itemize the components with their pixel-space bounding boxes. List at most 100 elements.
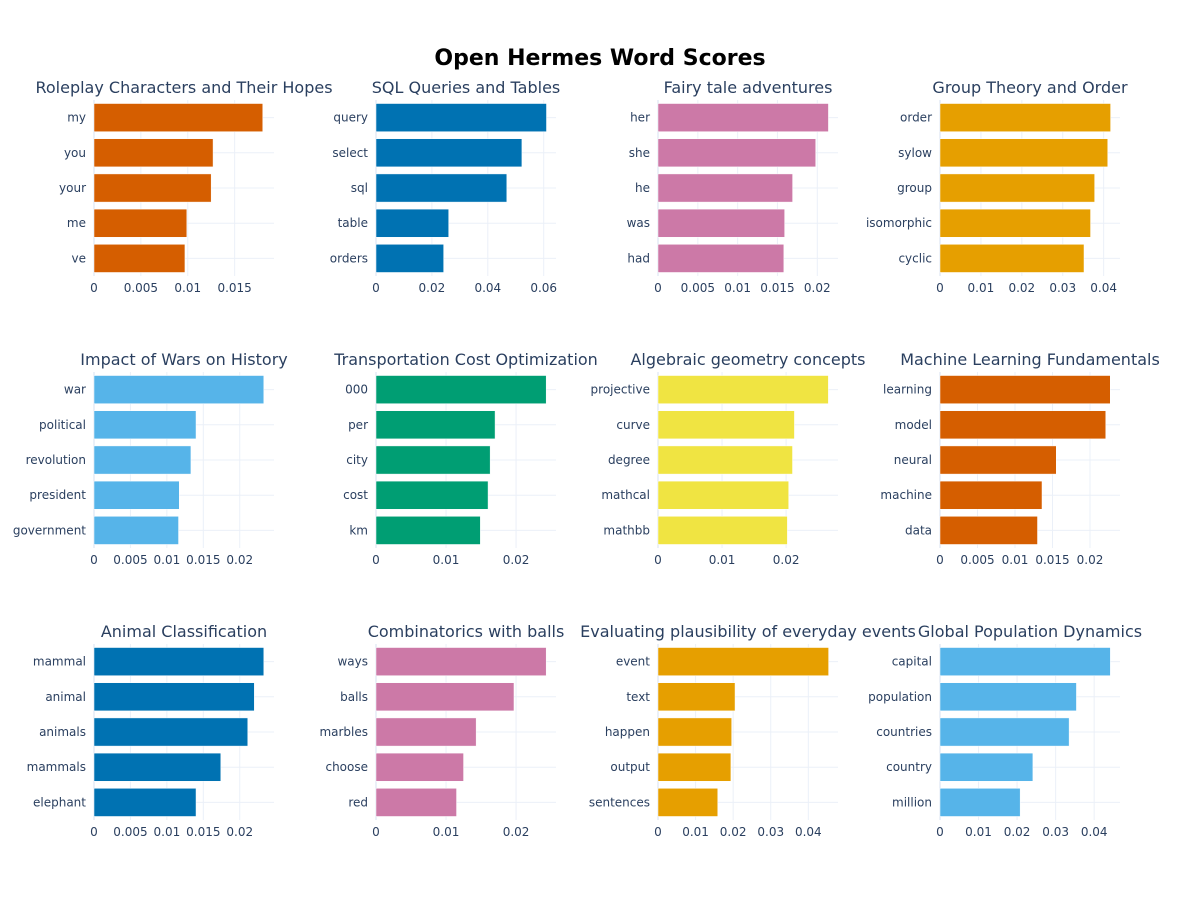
x-tick-label: 0.02: [1004, 825, 1031, 839]
y-tick-label: machine: [880, 488, 932, 502]
y-tick-label: table: [338, 216, 368, 230]
x-tick-label: 0.01: [154, 825, 181, 839]
x-tick-label: 0: [936, 281, 944, 295]
x-tick-label: 0: [654, 553, 662, 567]
y-tick-label: president: [29, 488, 86, 502]
y-tick-label: your: [59, 181, 86, 195]
y-tick-label: cyclic: [898, 251, 932, 265]
x-tick-label: 0.02: [226, 825, 253, 839]
x-tick-label: 0.01: [724, 281, 751, 295]
subplot-11: event text happen output sentences 0 0.01 0.02 0…: [580, 622, 916, 839]
bar: [93, 244, 186, 273]
bar: [939, 244, 1085, 273]
x-tick-label: 0.01: [174, 281, 201, 295]
y-tick-label: million: [892, 795, 932, 809]
x-tick-label: 0.015: [760, 281, 794, 295]
y-tick-label: km: [349, 523, 368, 537]
x-tick-label: 0: [654, 825, 662, 839]
x-tick-label: 0.03: [1049, 281, 1076, 295]
bar: [939, 138, 1108, 168]
bar: [375, 788, 457, 817]
subplot-9: mammal animal animals mammals elephant 0 0.005…: [27, 622, 274, 839]
x-tick-label: 0.02: [1077, 553, 1104, 567]
bar: [939, 208, 1091, 238]
y-tick-label: choose: [325, 760, 368, 774]
subplot-title: Evaluating plausibility of everyday even…: [580, 622, 916, 641]
x-tick-label: 0.015: [217, 281, 251, 295]
bar: [93, 788, 197, 817]
y-tick-label: event: [616, 655, 650, 669]
bar: [657, 516, 788, 545]
bar: [375, 410, 496, 440]
bar: [939, 445, 1057, 475]
y-tick-label: country: [886, 760, 932, 774]
y-tick-label: curve: [616, 418, 650, 432]
y-tick-label: order: [900, 111, 932, 125]
bar: [657, 410, 795, 440]
y-tick-label: countries: [876, 725, 932, 739]
y-tick-label: had: [627, 251, 650, 265]
bar: [93, 173, 212, 203]
y-tick-label: ve: [72, 251, 86, 265]
bar: [375, 682, 515, 712]
x-tick-label: 0.02: [720, 825, 747, 839]
x-tick-label: 0: [90, 553, 98, 567]
y-tick-label: isomorphic: [866, 216, 932, 230]
subplot-title: Fairy tale adventures: [664, 78, 833, 97]
x-tick-label: 0: [936, 825, 944, 839]
x-tick-label: 0.02: [804, 281, 831, 295]
bar: [657, 173, 793, 203]
bar: [93, 647, 265, 676]
y-tick-label: my: [67, 111, 86, 125]
x-tick-label: 0.02: [773, 553, 800, 567]
y-tick-label: degree: [608, 453, 650, 467]
y-tick-label: per: [348, 418, 368, 432]
bar: [657, 375, 829, 404]
bar: [657, 788, 718, 817]
x-tick-label: 0.005: [124, 281, 158, 295]
bar: [93, 410, 197, 440]
figure-title: Open Hermes Word Scores: [434, 46, 765, 71]
x-tick-label: 0: [90, 825, 98, 839]
y-tick-label: he: [635, 181, 650, 195]
x-tick-label: 0.02: [503, 553, 530, 567]
bar: [375, 752, 464, 782]
bar: [93, 445, 192, 475]
y-tick-label: war: [64, 383, 86, 397]
x-tick-label: 0.02: [419, 281, 446, 295]
subplot-title: Animal Classification: [101, 622, 267, 641]
y-tick-label: was: [627, 216, 650, 230]
subplot-title: Impact of Wars on History: [80, 350, 287, 369]
y-tick-label: model: [895, 418, 932, 432]
x-tick-label: 0.01: [709, 553, 736, 567]
y-tick-label: mammal: [33, 655, 86, 669]
y-tick-label: she: [629, 146, 650, 160]
x-tick-label: 0.01: [1002, 553, 1029, 567]
x-tick-label: 0.01: [682, 825, 709, 839]
x-tick-label: 0.03: [1042, 825, 1069, 839]
subplot-title: Transportation Cost Optimization: [333, 350, 598, 369]
bar: [939, 173, 1095, 203]
x-tick-label: 0: [372, 825, 380, 839]
subplot-title: Machine Learning Fundamentals: [900, 350, 1160, 369]
bar: [93, 682, 255, 712]
subplot-5: war political revolution president governmen…: [13, 350, 288, 567]
y-tick-label: red: [348, 795, 368, 809]
x-tick-label: 0.02: [226, 553, 253, 567]
y-tick-label: mathcal: [601, 488, 650, 502]
y-tick-label: her: [630, 111, 650, 125]
bar: [939, 682, 1077, 712]
subplot-title: Roleplay Characters and Their Hopes: [35, 78, 332, 97]
y-tick-label: animal: [45, 690, 86, 704]
x-tick-label: 0.06: [530, 281, 557, 295]
bar: [93, 375, 265, 404]
y-tick-label: happen: [605, 725, 650, 739]
bar: [939, 410, 1106, 440]
bar: [93, 138, 214, 168]
y-tick-label: animals: [39, 725, 86, 739]
y-tick-label: cost: [343, 488, 368, 502]
bar: [93, 717, 249, 747]
y-tick-label: marbles: [319, 725, 368, 739]
x-tick-label: 0.015: [1035, 553, 1069, 567]
